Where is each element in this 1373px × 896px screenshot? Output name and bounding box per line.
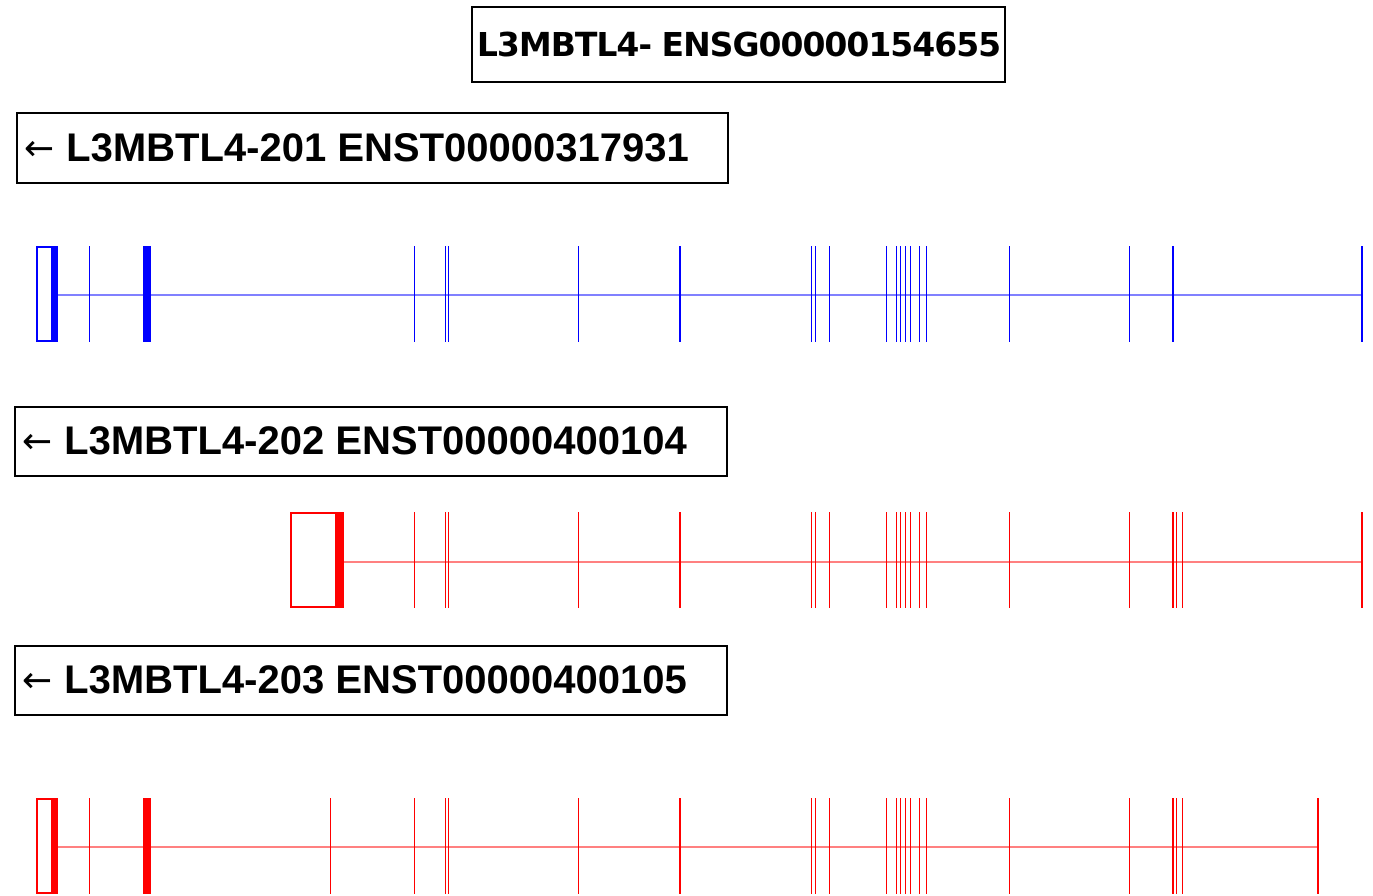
- coding-exon: [1009, 246, 1010, 342]
- coding-exon: [811, 512, 812, 608]
- coding-exon: [445, 246, 446, 342]
- coding-exon: [1009, 798, 1010, 894]
- coding-exon: [1172, 246, 1174, 342]
- coding-exon: [829, 512, 830, 608]
- coding-exon: [919, 512, 920, 608]
- reverse-strand-arrow-icon: ←: [24, 127, 55, 169]
- coding-exon: [414, 512, 415, 608]
- coding-exon: [896, 246, 897, 342]
- coding-exon: [829, 246, 830, 342]
- coding-exon: [905, 512, 906, 608]
- transcript-201-header: ← L3MBTL4-201 ENST00000317931: [16, 112, 729, 184]
- coding-exon: [886, 512, 887, 608]
- gene-title: L3MBTL4- ENSG00000154655: [471, 6, 1006, 83]
- transcript-203-label: L3MBTL4-203 ENST00000400105: [64, 658, 687, 702]
- coding-exon: [1317, 798, 1319, 894]
- coding-exon: [679, 798, 681, 894]
- coding-exon: [143, 246, 151, 342]
- coding-exon: [896, 512, 897, 608]
- coding-exon: [336, 512, 344, 608]
- coding-exon: [900, 246, 901, 342]
- coding-exon: [1009, 512, 1010, 608]
- reverse-strand-arrow-icon: ←: [22, 421, 53, 462]
- coding-exon: [815, 512, 816, 608]
- coding-exon: [1129, 798, 1130, 894]
- coding-exon: [811, 798, 812, 894]
- coding-exon: [1182, 798, 1183, 894]
- transcript-202-header: ← L3MBTL4-202 ENST00000400104: [14, 406, 728, 477]
- coding-exon: [886, 798, 887, 894]
- coding-exon: [89, 798, 90, 894]
- coding-exon: [811, 246, 812, 342]
- coding-exon: [926, 798, 927, 894]
- transcript-202-label: L3MBTL4-202 ENST00000400104: [64, 419, 687, 463]
- coding-exon: [910, 798, 911, 894]
- coding-exon: [52, 246, 58, 342]
- utr-exon: [36, 798, 53, 894]
- coding-exon: [926, 246, 927, 342]
- reverse-strand-arrow-icon: ←: [22, 660, 53, 701]
- coding-exon: [578, 512, 579, 608]
- transcript-203-track: [36, 798, 1319, 894]
- coding-exon: [448, 246, 449, 342]
- coding-exon: [1176, 512, 1177, 608]
- coding-exon: [905, 798, 906, 894]
- coding-exon: [143, 798, 151, 894]
- coding-exon: [1182, 512, 1183, 608]
- coding-exon: [578, 798, 579, 894]
- transcript-201-label: L3MBTL4-201 ENST00000317931: [66, 125, 689, 170]
- coding-exon: [815, 246, 816, 342]
- coding-exon: [89, 246, 90, 342]
- utr-exon: [36, 246, 53, 342]
- coding-exon: [815, 798, 816, 894]
- coding-exon: [1176, 798, 1177, 894]
- coding-exon: [448, 512, 449, 608]
- utr-exon: [290, 512, 337, 608]
- coding-exon: [1129, 246, 1130, 342]
- coding-exon: [910, 246, 911, 342]
- coding-exon: [1361, 512, 1363, 608]
- coding-exon: [919, 246, 920, 342]
- coding-exon: [414, 246, 415, 342]
- coding-exon: [578, 246, 579, 342]
- coding-exon: [829, 798, 830, 894]
- coding-exon: [679, 512, 681, 608]
- coding-exon: [679, 246, 681, 342]
- gene-title-label: L3MBTL4- ENSG00000154655: [476, 25, 1001, 64]
- coding-exon: [905, 246, 906, 342]
- coding-exon: [52, 798, 58, 894]
- transcript-202-track: [290, 512, 1363, 608]
- coding-exon: [330, 798, 331, 894]
- coding-exon: [910, 512, 911, 608]
- coding-exon: [448, 798, 449, 894]
- coding-exon: [900, 798, 901, 894]
- coding-exon: [926, 512, 927, 608]
- coding-exon: [1172, 798, 1174, 894]
- coding-exon: [896, 798, 897, 894]
- coding-exon: [900, 512, 901, 608]
- coding-exon: [886, 246, 887, 342]
- coding-exon: [1129, 512, 1130, 608]
- coding-exon: [919, 798, 920, 894]
- coding-exon: [1361, 246, 1363, 342]
- transcript-203-header: ← L3MBTL4-203 ENST00000400105: [14, 645, 728, 716]
- coding-exon: [445, 798, 446, 894]
- coding-exon: [445, 512, 446, 608]
- transcript-201-track: [36, 246, 1363, 342]
- coding-exon: [1172, 512, 1174, 608]
- coding-exon: [414, 798, 415, 894]
